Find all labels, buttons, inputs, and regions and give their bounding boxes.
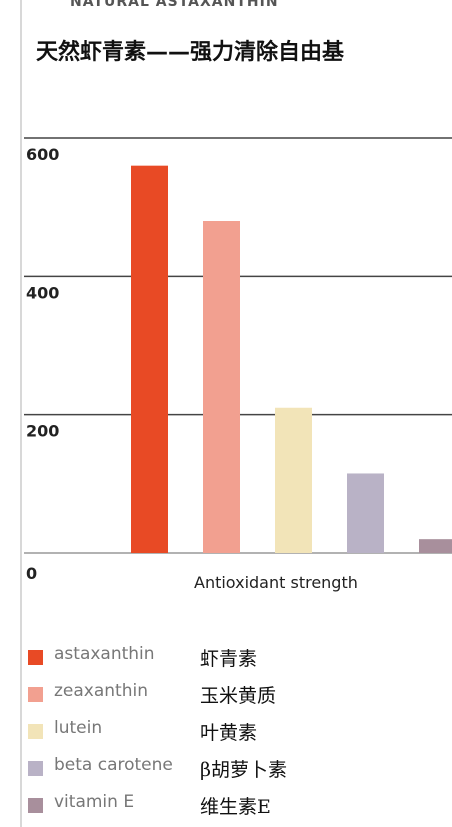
legend-item-zeaxanthin: zeaxanthin 玉米黄质 (28, 679, 428, 716)
legend-swatch (28, 761, 43, 776)
chart-title: 天然虾青素——强力清除自由基 (36, 40, 345, 65)
bar-vitamin-E (419, 539, 452, 553)
legend-label-zh: 叶黄素 (200, 722, 258, 744)
legend-label-en: lutein (54, 718, 103, 738)
legend-label-zh: 虾青素 (200, 648, 258, 670)
legend-label-en: vitamin E (54, 792, 135, 812)
bar-zeaxanthin (203, 221, 240, 553)
legend-swatch (28, 650, 43, 665)
legend-label-en: astaxanthin (54, 644, 155, 664)
legend-label-en: zeaxanthin (54, 681, 148, 701)
legend-swatch (28, 687, 43, 702)
legend-label-zh: 维生素E (200, 796, 271, 818)
y-tick-label-200: 200 (26, 422, 59, 441)
legend-swatch (28, 798, 43, 813)
legend-item-beta-carotene: beta carotene β胡萝卜素 (28, 753, 428, 790)
cut-off-header: NATURAL ASTAXANTHIN (70, 0, 279, 10)
y-tick-label-0: 0 (26, 564, 37, 583)
left-border (20, 0, 22, 827)
legend-swatch (28, 724, 43, 739)
legend-label-zh: 玉米黄质 (200, 685, 277, 707)
y-tick-label-600: 600 (26, 145, 59, 164)
legend-item-vitamin-E: vitamin E 维生素E (28, 790, 428, 827)
legend-item-lutein: lutein 叶黄素 (28, 716, 428, 753)
bar-chart: 0 200 400 600 Antioxidant strength (24, 137, 452, 592)
legend-label-zh: β胡萝卜素 (200, 759, 287, 781)
bar-beta-carotene (347, 473, 384, 553)
x-axis-label: Antioxidant strength (194, 573, 358, 592)
legend-label-en: beta carotene (54, 755, 173, 775)
legend: astaxanthin 虾青素 zeaxanthin 玉米黄质 lutein 叶黄素 bet… (28, 642, 428, 827)
legend-item-astaxanthin: astaxanthin 虾青素 (28, 642, 428, 679)
bar-lutein (275, 407, 312, 553)
y-tick-label-400: 400 (26, 283, 59, 302)
bar-astaxanthin (131, 165, 168, 553)
